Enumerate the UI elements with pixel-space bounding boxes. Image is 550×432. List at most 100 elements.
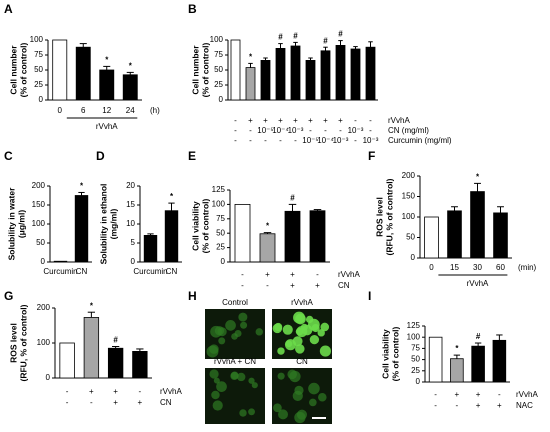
significance-mark: # — [476, 332, 481, 341]
y-tick-label: 0 — [219, 95, 224, 104]
significance-mark: * — [90, 301, 94, 310]
group-label: rVvhA — [96, 122, 118, 131]
bar — [59, 342, 75, 379]
cell — [318, 393, 327, 402]
condition-value: - — [234, 136, 237, 145]
panel-letter: H — [188, 289, 197, 303]
condition-value: + — [278, 116, 283, 125]
cell — [218, 337, 226, 345]
y-tick-label: 0 — [411, 253, 416, 262]
condition-value: 10⁻³ — [333, 136, 349, 145]
y-axis-label: (% of control) — [390, 326, 400, 381]
y-tick-label: 200 — [37, 303, 51, 312]
condition-name: rVvhA — [338, 270, 360, 279]
y-tick-label: 50 — [216, 228, 225, 237]
condition-value: + — [315, 281, 320, 290]
y-axis-label: ROS level — [8, 323, 18, 363]
significance-mark: # — [338, 30, 343, 39]
condition-value: - — [66, 398, 69, 407]
bar — [107, 347, 124, 379]
significance-mark: * — [266, 222, 270, 231]
bar — [75, 46, 91, 101]
y-tick-label: 25 — [34, 80, 43, 89]
x-tick-label: 6 — [81, 106, 86, 115]
cell — [307, 318, 320, 331]
y-tick-label: 75 — [214, 50, 223, 59]
significance-mark: * — [105, 56, 109, 65]
condition-value: + — [113, 398, 118, 407]
cell — [278, 409, 288, 420]
significance-mark: * — [170, 192, 174, 201]
panel-letter: E — [188, 149, 196, 163]
cell — [317, 329, 325, 337]
bar — [143, 234, 158, 263]
bar — [234, 203, 251, 263]
bar — [305, 60, 316, 101]
bar — [428, 336, 443, 383]
cell — [248, 377, 255, 384]
condition-value: - — [354, 116, 357, 125]
condition-value: 10⁻³ — [348, 126, 364, 135]
cell — [225, 320, 236, 331]
bar — [284, 210, 301, 263]
significance-mark: * — [80, 182, 84, 191]
bar — [290, 45, 301, 101]
y-tick-label: 50 — [214, 65, 223, 74]
cell — [255, 328, 263, 336]
condition-value: + — [138, 398, 143, 407]
y-tick-label: 75 — [216, 214, 225, 223]
panel-letter: A — [4, 2, 13, 16]
y-axis-label: Cell number — [190, 45, 200, 95]
bar — [52, 39, 68, 101]
significance-mark: # — [323, 36, 328, 45]
condition-value: - — [456, 401, 459, 410]
y-tick-label: 0 — [131, 257, 136, 266]
condition-value: + — [290, 281, 295, 290]
y-tick-label: 200 — [402, 171, 416, 180]
x-tick-label: 12 — [102, 106, 111, 115]
y-axis-label: (RFU, % of control) — [384, 178, 394, 255]
x-tick-label: CN — [166, 267, 178, 276]
cell — [251, 382, 258, 389]
x-tick-label: 24 — [126, 106, 135, 115]
y-tick-label: 20 — [126, 181, 135, 190]
y-axis-label: (% of control) — [18, 42, 28, 97]
significance-mark: * — [476, 172, 480, 181]
y-axis-label: Cell viability — [190, 201, 200, 251]
condition-value: - — [309, 126, 312, 135]
condition-value: - — [264, 136, 267, 145]
y-tick-label: 100 — [210, 35, 224, 44]
significance-mark: # — [113, 336, 118, 345]
condition-value: - — [316, 270, 319, 279]
y-tick-label: 50 — [411, 355, 420, 364]
y-tick-label: 0 — [416, 377, 421, 386]
condition-value: - — [139, 387, 142, 396]
bar — [275, 48, 286, 101]
condition-value: - — [434, 401, 437, 410]
cell — [236, 372, 246, 382]
bar — [320, 50, 331, 101]
condition-name: CN (mg/ml) — [388, 126, 429, 135]
significance-mark: * — [249, 53, 253, 62]
panel-letter: I — [368, 289, 371, 303]
y-tick-label: 0 — [46, 373, 51, 382]
cell — [284, 339, 297, 351]
bar — [365, 46, 376, 101]
condition-value: + — [497, 401, 502, 410]
cell — [240, 321, 248, 329]
condition-value: 10⁻³ — [288, 126, 304, 135]
bar — [424, 216, 439, 259]
image-label: Control — [222, 298, 248, 307]
condition-name: CN — [160, 398, 172, 407]
cell — [238, 312, 248, 322]
y-tick-label: 15 — [126, 200, 135, 209]
cell — [294, 411, 306, 424]
condition-value: + — [476, 401, 481, 410]
cell — [320, 322, 330, 332]
y-tick-label: 50 — [36, 238, 45, 247]
bar — [470, 191, 485, 259]
x-tick-label: CN — [76, 267, 88, 276]
y-axis-label: (μg/ml) — [16, 210, 26, 239]
y-tick-label: 150 — [402, 192, 416, 201]
